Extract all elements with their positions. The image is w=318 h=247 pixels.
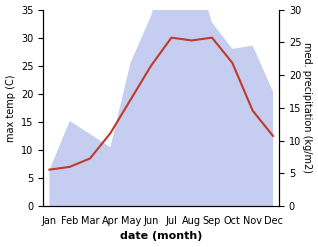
X-axis label: date (month): date (month) <box>120 231 203 242</box>
Y-axis label: max temp (C): max temp (C) <box>5 74 16 142</box>
Y-axis label: med. precipitation (kg/m2): med. precipitation (kg/m2) <box>302 42 313 173</box>
